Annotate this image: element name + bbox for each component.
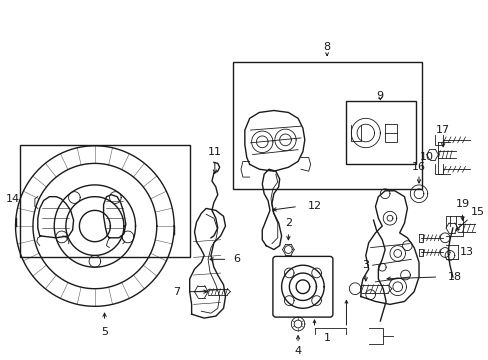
Text: 13: 13	[459, 247, 473, 257]
Text: 19: 19	[454, 198, 468, 208]
Text: 5: 5	[101, 327, 108, 337]
Bar	[20, 145, 189, 257]
Text: 18: 18	[447, 272, 461, 282]
Bar	[233, 62, 421, 189]
Text: 3: 3	[362, 260, 368, 270]
FancyBboxPatch shape	[272, 256, 332, 317]
Text: 1: 1	[323, 333, 330, 343]
Text: 4: 4	[294, 346, 301, 356]
Text: 15: 15	[470, 207, 484, 217]
Text: 10: 10	[419, 153, 433, 162]
Text: 6: 6	[233, 254, 240, 264]
Text: 7: 7	[173, 287, 180, 297]
Text: 9: 9	[376, 91, 383, 101]
Text: 12: 12	[307, 202, 321, 211]
Text: 11: 11	[207, 147, 222, 157]
Text: 8: 8	[323, 42, 330, 52]
Text: 14: 14	[6, 194, 20, 204]
Text: 2: 2	[284, 218, 291, 228]
Bar	[346, 101, 415, 165]
Text: 16: 16	[411, 162, 425, 172]
Text: 17: 17	[435, 125, 449, 135]
